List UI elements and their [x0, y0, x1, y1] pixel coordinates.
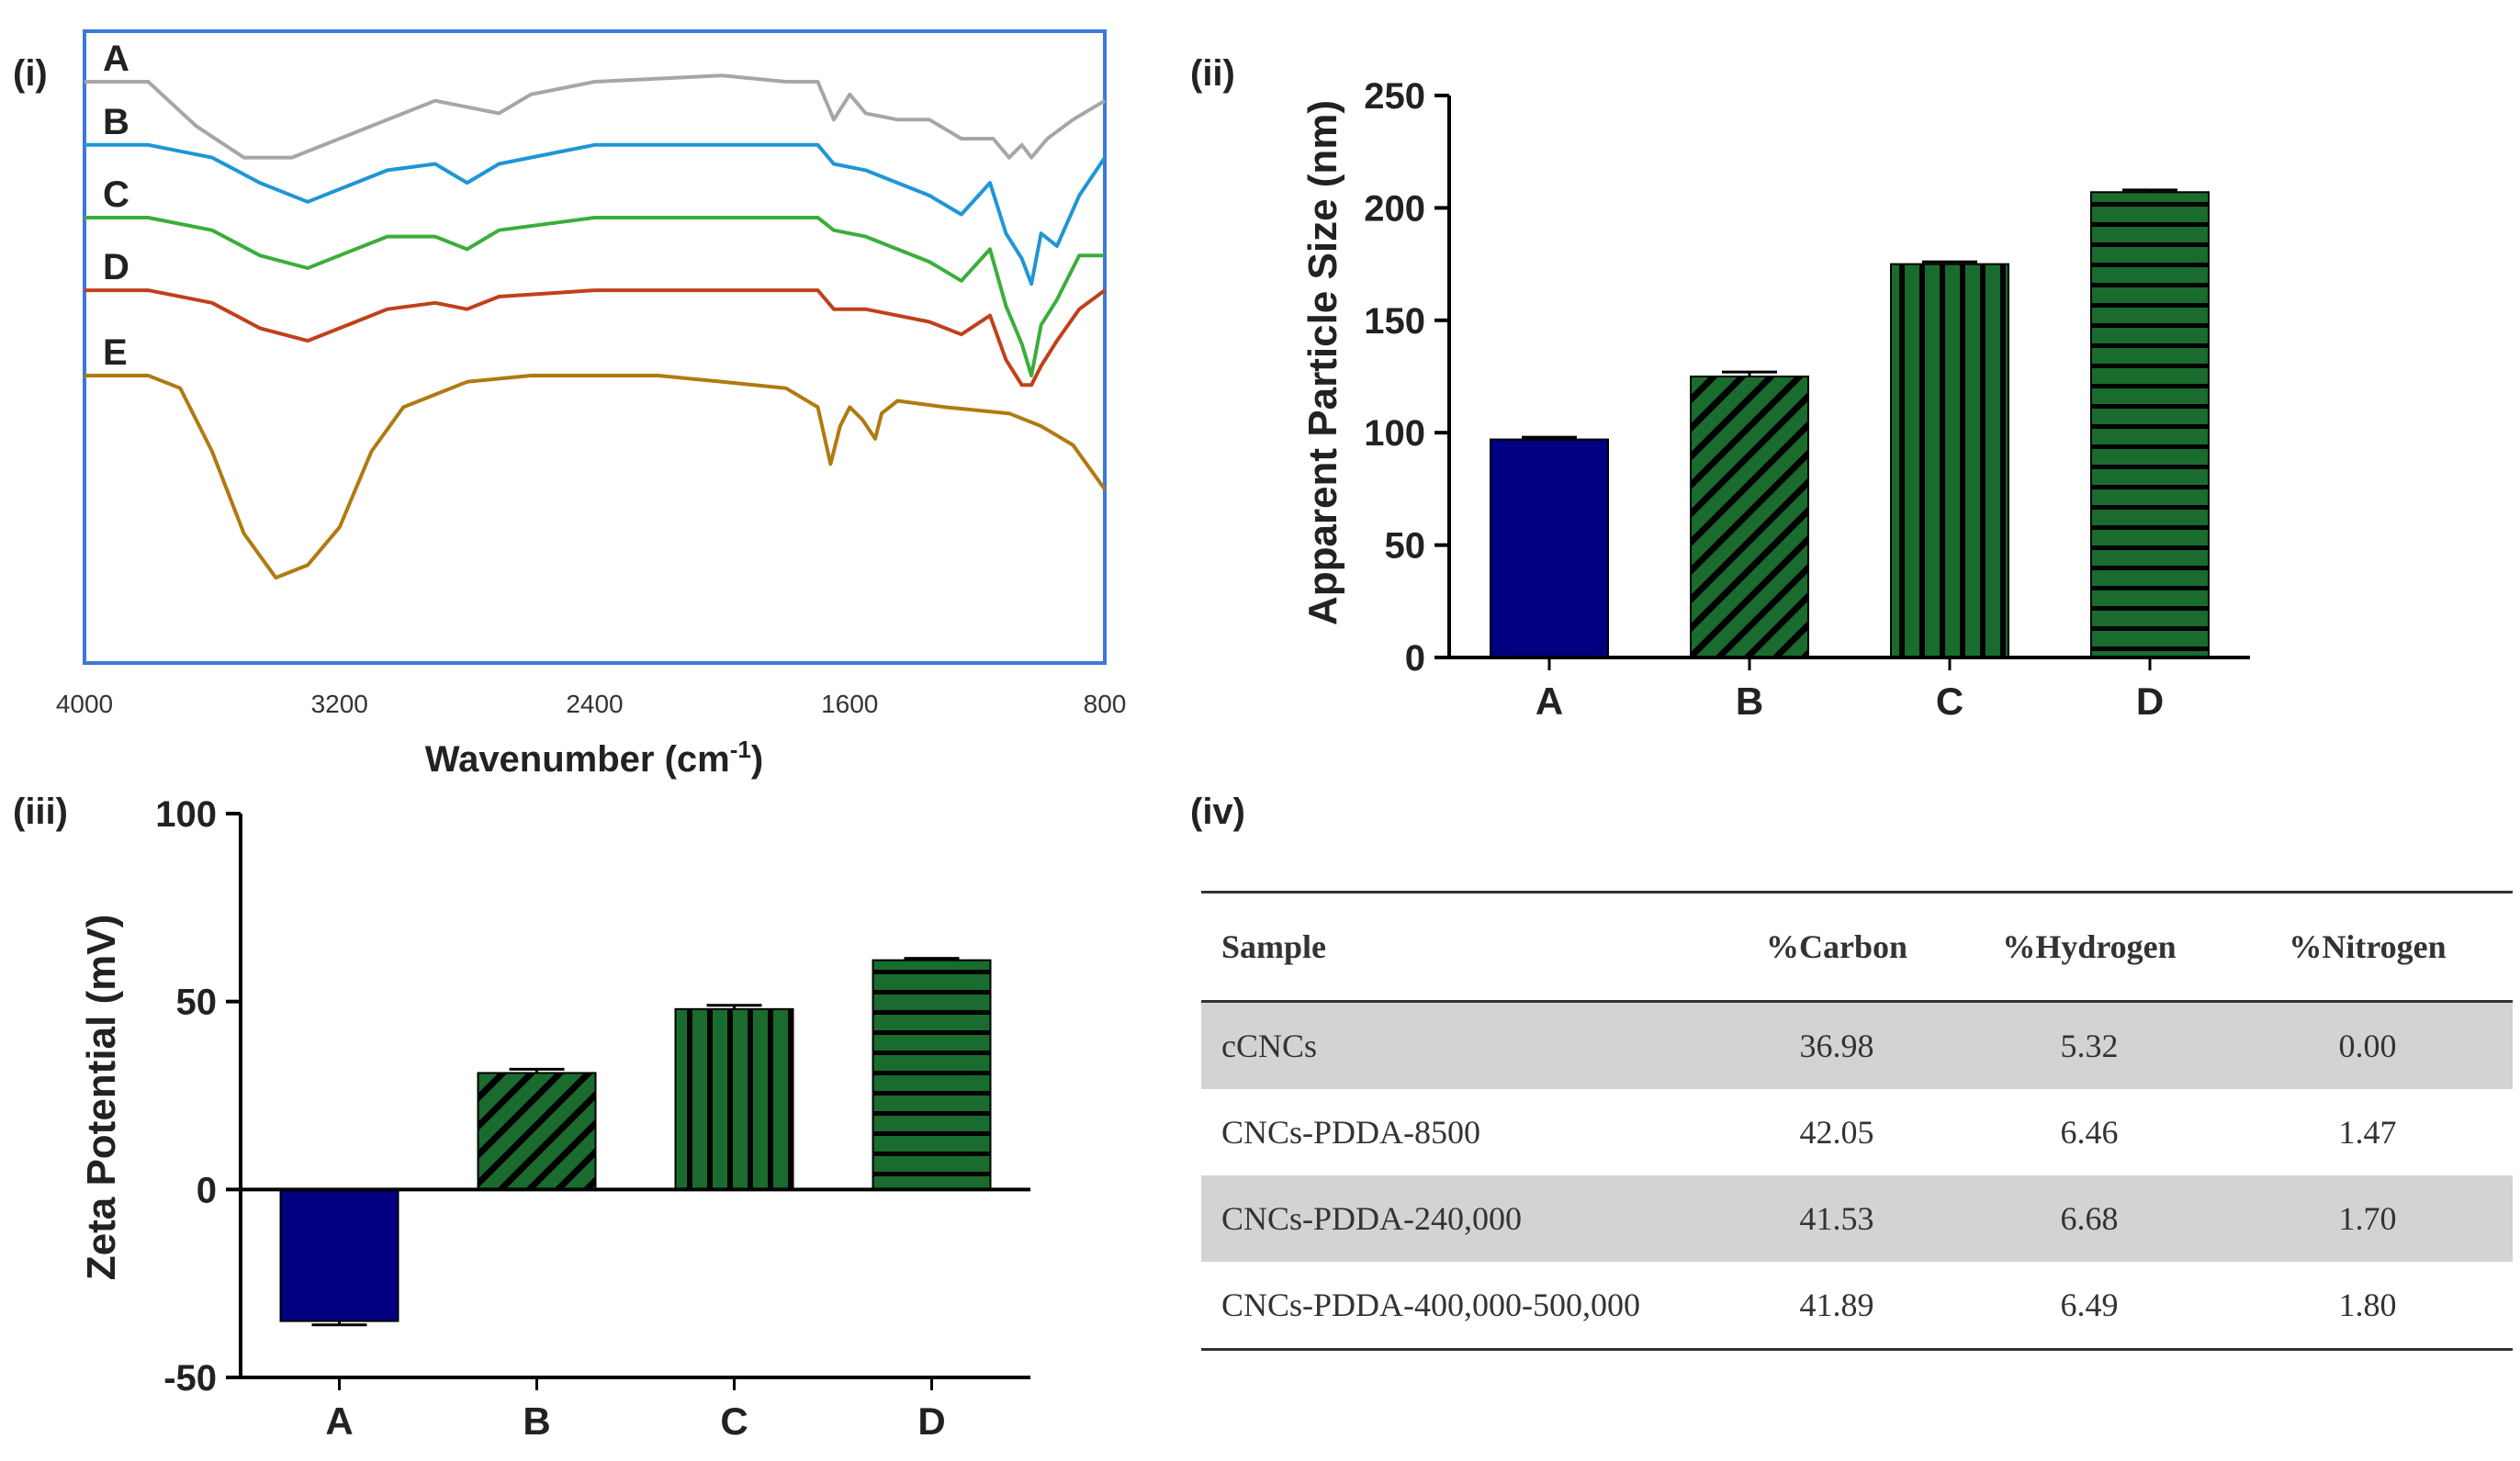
particle-size-x-tick-label: C — [1936, 680, 1963, 723]
table-header-hydrogen: %Hydrogen — [2002, 928, 2177, 965]
ftir-series-c-line — [84, 216, 1105, 377]
particle-size-y-tick-label: 150 — [1364, 301, 1425, 342]
particle-size-x-tick-label: B — [1736, 680, 1763, 723]
table-cell: CNCs-PDDA-400,000-500,000 — [1221, 1287, 1641, 1323]
table-cell: 6.46 — [2060, 1114, 2119, 1151]
ftir-x-tick-label: 2400 — [566, 690, 623, 718]
elemental-analysis-table: Sample %Carbon %Hydrogen %Nitrogen cCNCs… — [1201, 891, 2513, 1351]
zeta-bar-a — [279, 1188, 399, 1322]
table-header-nitrogen: %Nitrogen — [2289, 928, 2447, 965]
ftir-x-tick-label: 1600 — [821, 690, 878, 718]
zeta-y-tick-label: -50 — [163, 1358, 217, 1399]
ftir-frame — [83, 29, 1107, 665]
zeta-x-tick-label: C — [720, 1399, 748, 1443]
table-cell: CNCs-PDDA-8500 — [1221, 1114, 1481, 1151]
zeta-y-tick-label: 50 — [176, 983, 218, 1023]
ftir-x-tick-label: 3200 — [311, 690, 368, 718]
table-row: CNCs-PDDA-400,000-500,000 41.89 6.49 1.8… — [1201, 1262, 2513, 1350]
particle-size-x-tick-label: A — [1536, 680, 1563, 723]
particle-size-y-tick-label: 100 — [1364, 413, 1425, 454]
table-cell: 1.80 — [2338, 1287, 2397, 1323]
panel-label-iv: (iv) — [1190, 792, 1245, 832]
ftir-series-a-label: A — [103, 39, 129, 79]
table-cell: 6.49 — [2060, 1287, 2119, 1323]
ftir-x-axis-title: Wavenumber (cm-1) — [425, 736, 763, 780]
table-header-sample: Sample — [1221, 928, 1327, 965]
particle-size-y-tick-label: 0 — [1405, 638, 1425, 679]
panel-label-ii: (ii) — [1190, 53, 1235, 94]
zeta-y-axis-title: Zeta Potential (mV) — [79, 915, 124, 1281]
panel-label-iii: (iii) — [13, 792, 68, 832]
table-cell: 6.68 — [1956, 1175, 2222, 1262]
table-cell: 1.70 — [2222, 1175, 2513, 1262]
zeta-x-tick-label: A — [325, 1399, 353, 1443]
panel-label-i: (i) — [13, 53, 48, 94]
particle-size-bar-c — [1890, 263, 2009, 658]
zeta-potential-chart: Zeta Potential (mV) A B C D -50 0 50 100 — [79, 794, 1030, 1443]
zeta-y-tick-label: 0 — [197, 1170, 217, 1210]
ftir-series-d-line — [84, 288, 1107, 388]
zeta-bar-c — [674, 1007, 794, 1191]
table-header-carbon: %Carbon — [1765, 928, 1908, 965]
particle-size-x-tick-label: D — [2136, 680, 2164, 723]
table-row: CNCs-PDDA-8500 42.05 6.46 1.47 — [1201, 1089, 2513, 1175]
particle-size-y-tick-label: 250 — [1364, 76, 1425, 117]
particle-size-y-tick-label: 50 — [1385, 526, 1426, 567]
table-cell: 5.32 — [1956, 1001, 2222, 1089]
particle-size-bar-a — [1490, 438, 1609, 658]
zeta-x-tick-label: D — [917, 1399, 945, 1443]
zeta-y-tick-label: 100 — [155, 794, 217, 835]
table-cell: cCNCs — [1201, 1001, 1717, 1089]
particle-size-y-tick-label: 200 — [1364, 188, 1425, 229]
ftir-series-b-line — [84, 142, 1107, 287]
ftir-series-c-label: C — [103, 174, 129, 215]
table-cell: CNCs-PDDA-240,000 — [1201, 1175, 1717, 1262]
ftir-series-d-label: D — [103, 247, 129, 287]
ftir-x-tick-label: 800 — [1084, 690, 1127, 718]
particle-size-chart: Apparent Particle Size (nm) A B C D 0 50 100 15… — [1300, 76, 2250, 723]
particle-size-bar-d — [2090, 191, 2210, 658]
zeta-bar-d — [872, 959, 992, 1191]
ftir-x-tick-label: 4000 — [56, 690, 113, 718]
table-cell: 0.00 — [2222, 1001, 2513, 1089]
ftir-series-e-line — [84, 374, 1107, 580]
table-cell: 42.05 — [1799, 1114, 1874, 1151]
table-cell: 41.89 — [1799, 1287, 1874, 1323]
table-row: CNCs-PDDA-240,000 41.53 6.68 1.70 — [1201, 1175, 2513, 1262]
particle-size-bar-b — [1690, 376, 1809, 658]
zeta-x-tick-label: B — [523, 1399, 550, 1443]
table-header-row: Sample %Carbon %Hydrogen %Nitrogen — [1201, 892, 2513, 1002]
ftir-series-a-line — [84, 73, 1107, 160]
table-cell: 1.47 — [2338, 1114, 2397, 1151]
table-row: cCNCs 36.98 5.32 0.00 — [1201, 1001, 2513, 1089]
particle-size-y-axis-title: Apparent Particle Size (nm) — [1300, 100, 1345, 625]
ftir-series-e-label: E — [103, 332, 128, 373]
table-cell: 41.53 — [1717, 1175, 1956, 1262]
table-cell: 36.98 — [1717, 1001, 1956, 1089]
ftir-series-b-label: B — [103, 102, 129, 142]
zeta-bar-b — [477, 1072, 597, 1191]
